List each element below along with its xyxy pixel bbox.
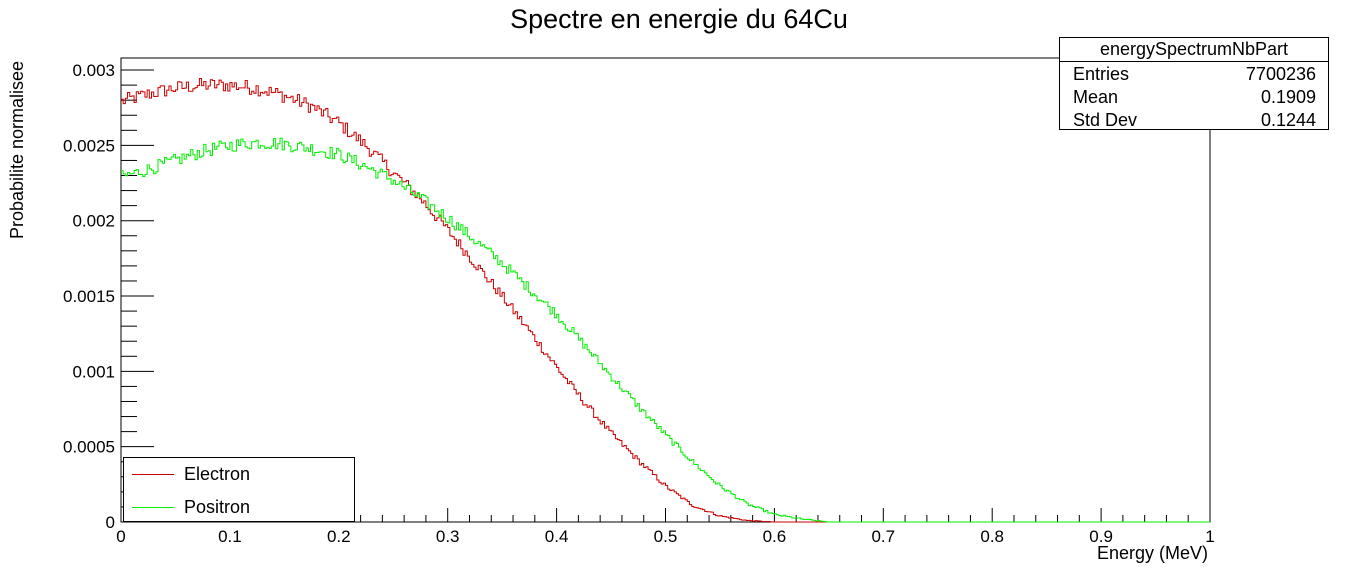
- series-positron-line: [121, 137, 1210, 523]
- x-tick-label: 0.1: [218, 527, 242, 546]
- x-tick-label: 1: [1205, 527, 1214, 546]
- plot-frame: [120, 57, 1211, 523]
- stats-entries-value: 7700236: [1245, 64, 1316, 84]
- x-tick-label: 0.6: [763, 527, 787, 546]
- stats-mean-label: Mean: [1073, 87, 1119, 107]
- x-axis-label: Energy (MeV): [1097, 543, 1208, 563]
- series-layer: [121, 78, 1210, 523]
- x-tick-label: 0.3: [436, 527, 460, 546]
- y-tick-label: 0.0025: [63, 136, 115, 155]
- y-axis-label: Probabilite normalisee: [7, 61, 27, 239]
- x-tick-label: 0.8: [980, 527, 1004, 546]
- stats-mean-row: Mean 0.1909: [1060, 85, 1328, 108]
- stats-box: energySpectrumNbPart Entries 7700236 Mea…: [1059, 37, 1329, 130]
- stats-title: energySpectrumNbPart: [1060, 38, 1328, 62]
- y-tick-label: 0.0015: [63, 287, 115, 306]
- x-tick-label: 0.2: [327, 527, 351, 546]
- electron-line-swatch: [132, 473, 174, 475]
- y-tick-label: 0.002: [72, 212, 115, 231]
- y-tick-label: 0.003: [72, 61, 115, 80]
- x-tick-label: 0.9: [1089, 527, 1113, 546]
- x-tick-label: 0.4: [545, 527, 569, 546]
- x-tick-label: 0.5: [654, 527, 678, 546]
- axes-layer: 0 0.1 0.2 0.3 0.4 0.5 0.6 0.7 0.8 0.9 1 0 0.0005 0.00…: [63, 61, 1215, 546]
- legend-label-electron: Electron: [184, 463, 251, 484]
- stats-entries-label: Entries: [1073, 64, 1130, 84]
- x-tick-label: 0.7: [871, 527, 895, 546]
- legend-label-positron: Positron: [184, 496, 251, 517]
- legend: Electron Positron: [123, 457, 355, 522]
- chart-title: Spectre en energie du 64Cu: [510, 4, 848, 34]
- stats-stddev-value: 0.1244: [1260, 110, 1316, 130]
- stats-stddev-row: Std Dev 0.1244: [1060, 108, 1328, 131]
- stats-entries-row: Entries 7700236: [1060, 62, 1328, 85]
- positron-line-swatch: [132, 506, 174, 508]
- y-tick-label: 0.0005: [63, 438, 115, 457]
- legend-item-electron: Electron: [124, 462, 250, 486]
- y-tick-label: 0: [106, 513, 115, 532]
- stats-mean-value: 0.1909: [1260, 87, 1316, 107]
- x-tick-label: 0: [116, 527, 125, 546]
- stats-stddev-label: Std Dev: [1073, 110, 1138, 130]
- legend-item-positron: Positron: [124, 495, 250, 519]
- y-tick-label: 0.001: [72, 362, 115, 381]
